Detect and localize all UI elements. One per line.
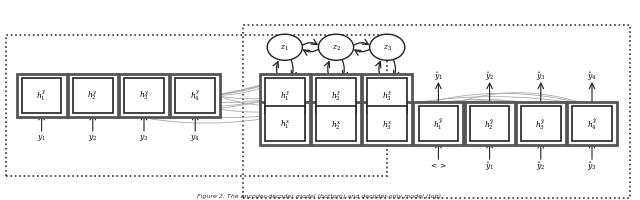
Text: $h_3^{\hat{z}}$: $h_3^{\hat{z}}$ [382, 89, 392, 103]
Bar [170, 75, 220, 118]
Bar [243, 26, 630, 198]
Bar [73, 79, 113, 114]
Bar [22, 79, 61, 114]
Bar [367, 107, 407, 142]
Bar [367, 79, 407, 114]
Bar [311, 102, 361, 146]
Bar [260, 75, 310, 118]
Text: $\hat{y}_1$: $\hat{y}_1$ [485, 159, 494, 172]
Bar [265, 107, 305, 142]
Bar [419, 107, 458, 142]
Text: $y_4$: $y_4$ [190, 133, 200, 142]
Bar [470, 107, 509, 142]
Bar [316, 79, 356, 114]
Text: $z_2$: $z_2$ [332, 43, 340, 53]
Bar [362, 75, 412, 118]
Text: $h_4^{\hat{y}}$: $h_4^{\hat{y}}$ [587, 117, 597, 131]
Text: $\hat{y}_2$: $\hat{y}_2$ [485, 70, 494, 83]
Text: $\hat{y}_1$: $\hat{y}_1$ [434, 70, 443, 83]
Bar [311, 75, 361, 118]
Bar [119, 75, 169, 118]
Bar [124, 79, 164, 114]
Bar [516, 102, 566, 146]
Text: $h_1^x$: $h_1^x$ [280, 118, 290, 130]
Text: $h_2^y$: $h_2^y$ [88, 90, 98, 102]
Text: $h_4^y$: $h_4^y$ [190, 89, 200, 103]
Text: $< >$: $< >$ [429, 161, 447, 170]
Text: $y_1$: $y_1$ [37, 133, 46, 142]
Text: $h_2^x$: $h_2^x$ [331, 118, 341, 130]
Ellipse shape [319, 35, 354, 61]
Bar [521, 107, 561, 142]
Text: $< >$: $< >$ [276, 133, 294, 142]
Text: $y_3$: $y_3$ [139, 133, 149, 142]
Text: $\hat{y}_2$: $\hat{y}_2$ [536, 159, 545, 172]
Text: $\hat{y}_4$: $\hat{y}_4$ [587, 70, 597, 83]
Bar [572, 107, 612, 142]
Bar [465, 102, 515, 146]
Text: $z_3$: $z_3$ [383, 43, 392, 53]
Bar [68, 75, 118, 118]
Text: $\hat{y}_3$: $\hat{y}_3$ [587, 159, 597, 172]
Text: Figure 2: The encoder-decoder model (bottom) and decoder-only model (top).: Figure 2: The encoder-decoder model (bot… [197, 193, 443, 198]
Text: $h_1^{\hat{z}}$: $h_1^{\hat{z}}$ [280, 89, 290, 103]
Bar [17, 75, 67, 118]
Bar [362, 102, 412, 146]
Bar [413, 102, 463, 146]
Text: $h_2^{\hat{y}}$: $h_2^{\hat{y}}$ [484, 117, 495, 131]
Text: $h_1^y$: $h_1^y$ [36, 89, 47, 103]
Bar [316, 107, 356, 142]
Ellipse shape [370, 35, 405, 61]
Bar [175, 79, 215, 114]
Text: $h_3^y$: $h_3^y$ [139, 90, 149, 102]
Text: $h_1^{\hat{y}}$: $h_1^{\hat{y}}$ [433, 117, 444, 131]
Ellipse shape [268, 35, 303, 61]
Text: $h_2^{\hat{z}}$: $h_2^{\hat{z}}$ [331, 89, 341, 103]
Bar [6, 36, 387, 176]
Bar [567, 102, 617, 146]
Text: $\hat{y}_3$: $\hat{y}_3$ [536, 70, 546, 83]
Text: $z_1$: $z_1$ [280, 43, 289, 53]
Text: $h_3^{\hat{y}}$: $h_3^{\hat{y}}$ [536, 117, 546, 131]
Text: $h_3^x$: $h_3^x$ [382, 118, 392, 130]
Bar [260, 102, 310, 146]
Text: $y_2$: $y_2$ [88, 133, 97, 142]
Bar [265, 79, 305, 114]
